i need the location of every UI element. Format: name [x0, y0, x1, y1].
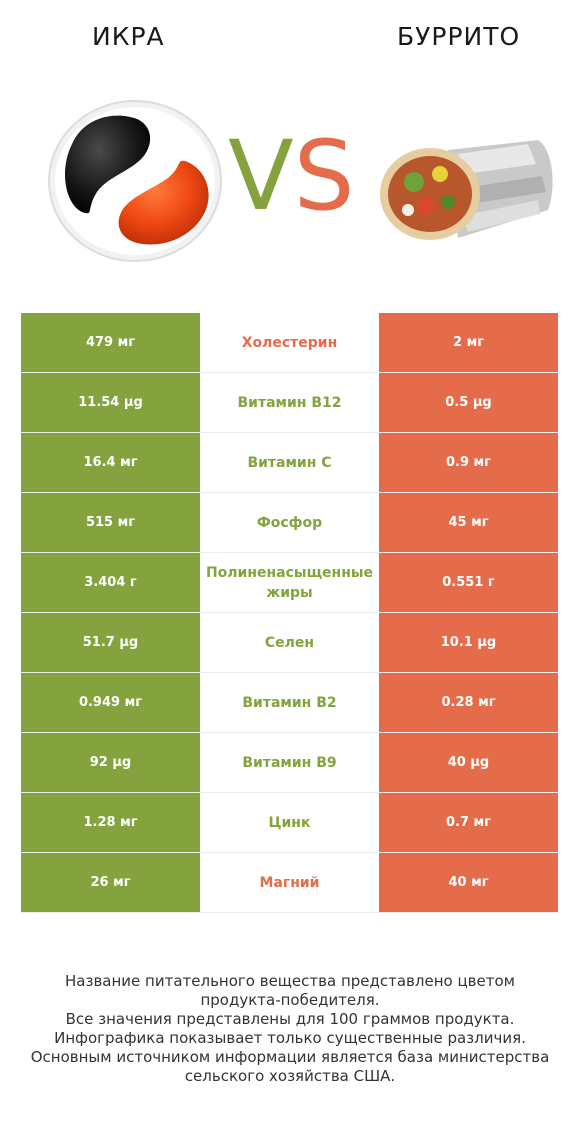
row-divider: [21, 792, 558, 793]
table-row: 11.54 µg Витамин B12 0.5 µg: [21, 373, 558, 433]
nutrient-label: Витамин B9: [242, 754, 337, 771]
right-value: 0.551 г: [442, 575, 495, 590]
right-value: 45 мг: [448, 515, 489, 530]
right-value-cell: 0.5 µg: [379, 373, 558, 432]
left-value-cell: 0.949 мг: [21, 673, 200, 732]
left-value: 51.7 µg: [82, 635, 139, 650]
left-value-cell: 11.54 µg: [21, 373, 200, 432]
row-divider: [21, 372, 558, 373]
footnote-line: продукта-победителя.: [200, 991, 380, 1009]
row-divider: [21, 912, 558, 913]
left-value: 0.949 мг: [78, 695, 143, 710]
right-value-cell: 0.551 г: [379, 553, 558, 612]
footnote-line: Инфографика показывает только существенн…: [54, 1029, 526, 1047]
footnote-line: сельского хозяйства США.: [184, 1067, 396, 1085]
burrito-image: [380, 140, 553, 240]
left-value: 515 мг: [85, 515, 136, 530]
left-value: 16.4 мг: [83, 455, 138, 470]
table-row: 479 мг Холестерин 2 мг: [21, 313, 558, 373]
right-product-title: БУРРИТО: [397, 22, 521, 51]
table-row: 0.949 мг Витамин B2 0.28 мг: [21, 673, 558, 733]
left-value-cell: 26 мг: [21, 853, 200, 912]
right-value: 0.28 мг: [441, 695, 496, 710]
nutrient-label: Холестерин: [241, 334, 338, 351]
table-row: 16.4 мг Витамин C 0.9 мг: [21, 433, 558, 493]
table-row: 51.7 µg Селен 10.1 µg: [21, 613, 558, 673]
left-value-cell: 1.28 мг: [21, 793, 200, 852]
left-value-cell: 479 мг: [21, 313, 200, 372]
vs-label: VS: [228, 120, 355, 232]
right-value-cell: 0.9 мг: [379, 433, 558, 492]
row-divider: [21, 492, 558, 493]
nutrient-label: Селен: [264, 634, 315, 651]
right-value: 2 мг: [453, 335, 484, 350]
left-value-cell: 515 мг: [21, 493, 200, 552]
footnote-line: Название питательного вещества представл…: [65, 972, 515, 990]
footnote-line: Все значения представлены для 100 граммо…: [65, 1010, 515, 1028]
nutrient-label: Витамин B12: [237, 394, 342, 411]
table-row: 1.28 мг Цинк 0.7 мг: [21, 793, 558, 853]
right-value: 10.1 µg: [440, 635, 497, 650]
comparison-table: 479 мг Холестерин 2 мг 11.54 µg Витамин …: [21, 313, 558, 913]
right-value: 0.9 мг: [446, 455, 491, 470]
right-value-cell: 2 мг: [379, 313, 558, 372]
right-value-cell: 0.7 мг: [379, 793, 558, 852]
nutrient-label: Фосфор: [256, 514, 323, 531]
table-row: 515 мг Фосфор 45 мг: [21, 493, 558, 553]
right-value: 40 мг: [448, 875, 489, 890]
left-value: 479 мг: [85, 335, 136, 350]
caviar-image: [48, 100, 222, 262]
left-value: 1.28 мг: [83, 815, 138, 830]
footnote: Название питательного вещества представл…: [20, 972, 560, 1086]
nutrient-label: Витамин B2: [242, 694, 337, 711]
left-value: 92 µg: [89, 755, 132, 770]
right-value-cell: 0.28 мг: [379, 673, 558, 732]
right-value: 0.5 µg: [445, 395, 492, 410]
nutrient-label: Цинк: [268, 814, 311, 831]
right-value: 0.7 мг: [446, 815, 491, 830]
footnote-line: Основным источником информации является …: [30, 1048, 550, 1066]
row-divider: [21, 852, 558, 853]
right-value-cell: 40 мг: [379, 853, 558, 912]
left-value: 26 мг: [90, 875, 131, 890]
left-value-cell: 16.4 мг: [21, 433, 200, 492]
left-value-cell: 92 µg: [21, 733, 200, 792]
left-value: 11.54 µg: [78, 395, 143, 410]
row-divider: [21, 612, 558, 613]
right-value-cell: 40 µg: [379, 733, 558, 792]
left-value-cell: 51.7 µg: [21, 613, 200, 672]
table-row: 3.404 г Полиненасыщенные жиры 0.551 г: [21, 553, 558, 613]
nutrient-label: Витамин C: [247, 454, 332, 471]
table-row: 92 µg Витамин B9 40 µg: [21, 733, 558, 793]
right-value-cell: 10.1 µg: [379, 613, 558, 672]
left-value: 3.404 г: [84, 575, 137, 590]
nutrient-label: Полиненасыщенные жиры: [205, 564, 374, 601]
left-product-title: ИКРА: [92, 22, 165, 51]
row-divider: [21, 672, 558, 673]
row-divider: [21, 732, 558, 733]
right-value: 40 µg: [447, 755, 490, 770]
nutrient-label: Магний: [259, 874, 320, 891]
row-divider: [21, 432, 558, 433]
left-value-cell: 3.404 г: [21, 553, 200, 612]
table-row: 26 мг Магний 40 мг: [21, 853, 558, 913]
right-value-cell: 45 мг: [379, 493, 558, 552]
row-divider: [21, 552, 558, 553]
